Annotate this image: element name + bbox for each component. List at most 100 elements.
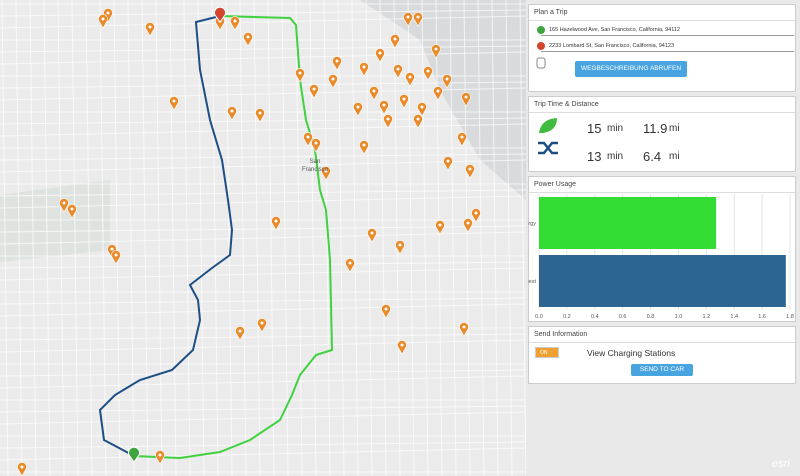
x-tick-label: 0.0 bbox=[535, 314, 543, 320]
charging-pin bbox=[459, 322, 469, 337]
pin-dot bbox=[260, 321, 264, 325]
charging-stations bbox=[17, 6, 481, 476]
y-tick-label: Least Energy bbox=[528, 221, 536, 227]
route-fastest bbox=[98, 15, 234, 457]
attribution: esri bbox=[772, 458, 790, 470]
road bbox=[379, 0, 387, 476]
pin-dot bbox=[386, 117, 390, 121]
pin-dot bbox=[445, 77, 449, 81]
pin-dot bbox=[402, 97, 406, 101]
pin-dot bbox=[468, 167, 472, 171]
charging-pin bbox=[145, 22, 155, 37]
road bbox=[169, 0, 177, 476]
pin-dot bbox=[114, 253, 118, 257]
park bbox=[0, 180, 110, 262]
charging-pin bbox=[417, 102, 427, 117]
destination-input[interactable]: 2233 Lombard St, San Francisco, Californ… bbox=[541, 42, 794, 52]
charging-pin bbox=[257, 318, 267, 333]
road bbox=[0, 117, 526, 125]
charging-pin bbox=[423, 66, 433, 81]
charging-pin bbox=[435, 220, 445, 235]
pin-dot bbox=[462, 325, 466, 329]
panel-title: Power Usage bbox=[529, 177, 795, 193]
charging-pin bbox=[321, 166, 331, 181]
pin-dot bbox=[436, 89, 440, 93]
route-button[interactable]: WEGBESCHREIBUNG ABRUFEN bbox=[575, 61, 687, 77]
send-button[interactable]: SEND TO CAR bbox=[631, 364, 693, 376]
charging-pin bbox=[295, 68, 305, 83]
charging-pin bbox=[367, 228, 377, 243]
origin-input[interactable]: 165 Hazelwood Ave, San Francisco, Califo… bbox=[541, 26, 794, 36]
pin-dot bbox=[233, 19, 237, 23]
x-tick-label: 1.6 bbox=[758, 314, 766, 320]
road bbox=[519, 0, 526, 476]
pin-dot bbox=[324, 169, 328, 173]
road bbox=[0, 369, 526, 377]
charging-pin bbox=[457, 132, 467, 147]
road bbox=[99, 0, 107, 476]
charging-pin bbox=[155, 450, 165, 465]
charging-pin bbox=[471, 208, 481, 223]
road bbox=[29, 0, 37, 476]
pin-dot bbox=[406, 15, 410, 19]
road bbox=[141, 0, 149, 476]
charging-pin bbox=[255, 108, 265, 123]
road bbox=[505, 0, 513, 476]
x-tick-label: 1.2 bbox=[703, 314, 711, 320]
charging-pin bbox=[227, 106, 237, 121]
road bbox=[15, 0, 23, 476]
toggle[interactable]: ON bbox=[535, 347, 559, 358]
pin-dot bbox=[70, 207, 74, 211]
route-icons bbox=[538, 118, 558, 155]
x-tick-label: 1.4 bbox=[730, 314, 738, 320]
road bbox=[0, 261, 526, 269]
charging-pin bbox=[463, 218, 473, 233]
charging-pin bbox=[431, 44, 441, 59]
charging-pin bbox=[332, 56, 342, 71]
charging-pin bbox=[309, 84, 319, 99]
road bbox=[1, 0, 9, 476]
trip-row: 13 min 6.4 mi bbox=[529, 143, 797, 169]
pin-dot bbox=[464, 95, 468, 99]
send-panel: Send Information ON View Charging Statio… bbox=[528, 326, 796, 384]
charging-pin bbox=[369, 86, 379, 101]
road bbox=[85, 0, 93, 476]
road bbox=[0, 231, 526, 245]
road bbox=[57, 0, 65, 476]
road bbox=[393, 0, 401, 476]
charging-pin bbox=[59, 198, 69, 213]
pin-dot bbox=[335, 59, 339, 63]
trip-row: 15 min 11.9 mi bbox=[529, 115, 797, 141]
pin-dot bbox=[466, 221, 470, 225]
pin-dot bbox=[416, 117, 420, 121]
x-tick-label: 1.0 bbox=[675, 314, 683, 320]
distance: 6.4 bbox=[643, 149, 662, 164]
pin-dot bbox=[474, 211, 478, 215]
charging-pin bbox=[395, 240, 405, 255]
charging-pin bbox=[442, 74, 452, 89]
road bbox=[309, 0, 317, 476]
charging-pin bbox=[67, 204, 77, 219]
pin-dot bbox=[101, 17, 105, 21]
road bbox=[0, 333, 526, 341]
pin-dot bbox=[148, 25, 152, 29]
charging-pin bbox=[379, 100, 389, 115]
pin-dot bbox=[106, 11, 110, 15]
road bbox=[127, 0, 135, 476]
road bbox=[0, 405, 526, 413]
charging-pin bbox=[405, 72, 415, 87]
pin-dot bbox=[382, 103, 386, 107]
pin-dot bbox=[110, 247, 114, 251]
road bbox=[491, 0, 499, 476]
road bbox=[463, 0, 471, 476]
pin-dot bbox=[416, 15, 420, 19]
charging-pin bbox=[359, 62, 369, 77]
charging-pin bbox=[443, 156, 453, 171]
pin-dot bbox=[356, 105, 360, 109]
x-tick-label: 0.6 bbox=[619, 314, 627, 320]
pin-dot bbox=[362, 143, 366, 147]
power-chart: 0.0 0.2 0.4 0.6 0.8 1.0 1.2 1.4 1.6 1.8 Least Ener… bbox=[528, 194, 794, 320]
pin-dot bbox=[372, 89, 376, 93]
toggle-label: View Charging Stations bbox=[587, 348, 676, 358]
pin-dot bbox=[400, 343, 404, 347]
